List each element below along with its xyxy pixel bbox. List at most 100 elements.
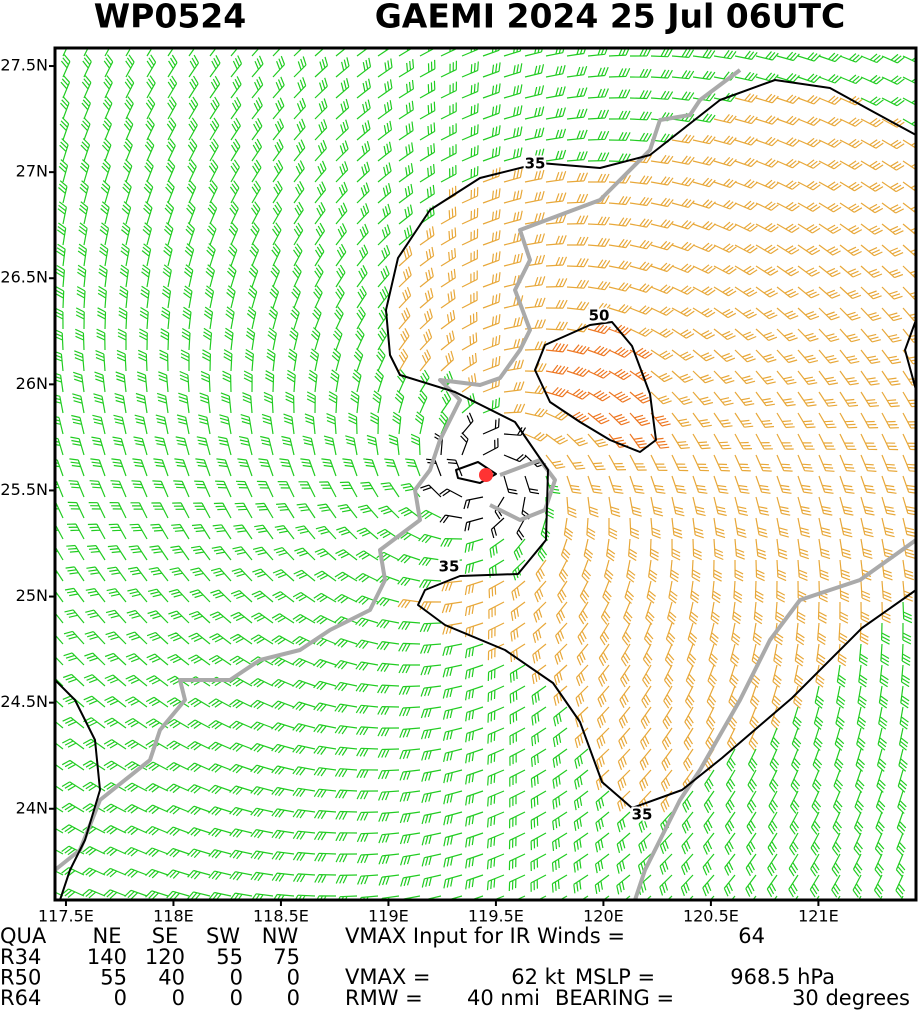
wind-barb — [440, 206, 457, 225]
wind-barb — [818, 517, 832, 538]
wind-barb — [356, 203, 370, 225]
wind-barb — [92, 414, 106, 435]
wind-barb — [356, 99, 371, 120]
wind-barb — [692, 220, 716, 231]
wind-barb — [509, 727, 526, 745]
wind-barb — [402, 895, 421, 900]
wind-barb — [143, 180, 154, 204]
wind-barb — [230, 55, 243, 78]
wind-barb — [839, 74, 863, 85]
wind-barb — [597, 685, 610, 708]
wind-barb — [487, 685, 505, 702]
wind-barb — [419, 48, 436, 57]
wind-barb — [692, 264, 716, 274]
wind-barb — [482, 438, 499, 456]
wind-barb — [103, 846, 127, 857]
wind-barb — [272, 48, 282, 57]
wind-barb — [692, 433, 711, 450]
wind-barb — [902, 139, 916, 149]
wind-barb — [119, 264, 129, 288]
wind-barb — [397, 599, 421, 609]
wind-barb — [97, 285, 107, 309]
wind-barb — [854, 769, 865, 793]
wind-barb — [713, 559, 722, 582]
table-cell: 0 — [114, 986, 127, 1010]
wind-barb — [524, 106, 545, 120]
wind-barb — [293, 222, 304, 246]
wind-barb — [58, 180, 68, 204]
wind-barb — [166, 869, 190, 879]
contour-label: 50 — [589, 307, 610, 325]
wind-barb — [487, 706, 505, 723]
wind-barb — [902, 181, 916, 193]
wind-barb — [683, 727, 694, 751]
wind-barb — [292, 591, 316, 603]
wind-barb — [267, 327, 277, 351]
wind-barb — [281, 435, 295, 456]
wind-barb — [818, 391, 838, 407]
wind-barb — [55, 286, 65, 309]
wind-barb — [488, 601, 505, 619]
wind-barb — [125, 54, 135, 78]
wind-barb — [608, 368, 632, 381]
wind-barb — [272, 97, 285, 120]
wind-barb — [734, 93, 758, 103]
wind-barb — [182, 306, 192, 330]
wind-barb — [376, 641, 400, 651]
wind-barb — [443, 874, 463, 889]
wind-barb — [482, 230, 501, 246]
wind-barb — [755, 201, 779, 211]
wind-barb — [619, 685, 631, 708]
wind-barb — [356, 120, 371, 141]
wind-barb — [337, 504, 358, 519]
wind-barb — [419, 80, 436, 99]
wind-barb — [251, 55, 264, 78]
wind-barb — [902, 622, 912, 645]
wind-barb — [146, 48, 153, 57]
wind-barb — [332, 327, 343, 351]
table-cell: 0 — [287, 966, 300, 990]
wind-barb — [118, 307, 128, 330]
wind-barb — [748, 727, 759, 751]
wind-barb — [124, 846, 148, 857]
wind-barb — [356, 769, 379, 779]
wind-barb — [530, 853, 547, 872]
wind-barb — [465, 706, 484, 722]
wind-barb — [440, 309, 456, 330]
wind-barb — [734, 244, 758, 254]
wind-barb — [671, 328, 695, 339]
wind-barb — [487, 811, 505, 828]
wind-barb — [532, 622, 547, 643]
wind-barb — [355, 661, 379, 671]
wind-barb — [755, 223, 779, 233]
wind-barb — [314, 98, 328, 120]
wind-barb — [335, 119, 349, 141]
wind-barb — [145, 868, 169, 879]
wind-barb — [206, 243, 216, 267]
wind-barb — [82, 846, 106, 856]
wind-barb — [755, 496, 770, 516]
wind-barb — [552, 832, 568, 851]
wind-barb — [170, 545, 190, 561]
wind-barb — [814, 685, 824, 709]
wind-barb — [133, 436, 148, 456]
wind-barb — [776, 72, 800, 83]
wind-barb — [82, 867, 106, 877]
wind-barb — [692, 412, 712, 428]
wind-barb — [753, 601, 763, 625]
wind-barb — [771, 685, 782, 709]
wind-barb — [335, 202, 348, 225]
wind-barb — [552, 811, 568, 831]
wind-barb — [638, 832, 652, 854]
wind-barb — [292, 766, 316, 776]
wind-barb — [691, 559, 701, 582]
wind-barb — [482, 209, 501, 225]
wind-barb — [608, 518, 618, 540]
wind-barb — [755, 136, 779, 147]
wind-barb — [839, 117, 863, 127]
info-label: VMAX = — [345, 965, 431, 989]
wind-barb — [145, 117, 155, 141]
wind-barb — [166, 138, 176, 162]
wind-barb — [902, 97, 916, 106]
wind-barb — [650, 240, 674, 251]
